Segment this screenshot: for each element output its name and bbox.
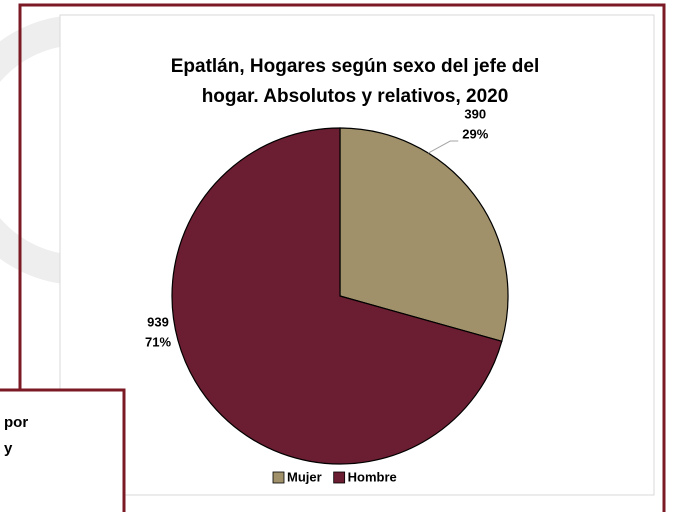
chart-title: Epatlán, Hogares según sexo del jefe del	[171, 56, 540, 77]
leader-line	[428, 140, 459, 154]
pie	[171, 127, 509, 465]
legend-swatch	[333, 471, 346, 484]
legend-label: Mujer	[287, 469, 322, 484]
pie-slice	[171, 127, 503, 465]
legend-swatch	[272, 471, 285, 484]
overlay-text: y	[4, 440, 13, 457]
legend: Mujer Hombre	[272, 469, 397, 484]
pie-slice	[339, 127, 509, 343]
chart-title: hogar. Absolutos y relativos, 2020	[202, 86, 509, 107]
overlay-text: por	[4, 414, 28, 431]
data-label: 29%	[462, 126, 488, 141]
legend-label: Hombre	[348, 469, 397, 484]
data-labels: 390 29% 939 71%	[145, 106, 489, 349]
data-label: 390	[464, 106, 486, 121]
data-label: 939	[147, 314, 169, 329]
frame	[18, 3, 666, 517]
data-label: 71%	[145, 334, 171, 349]
overlay-box	[0, 388, 126, 517]
